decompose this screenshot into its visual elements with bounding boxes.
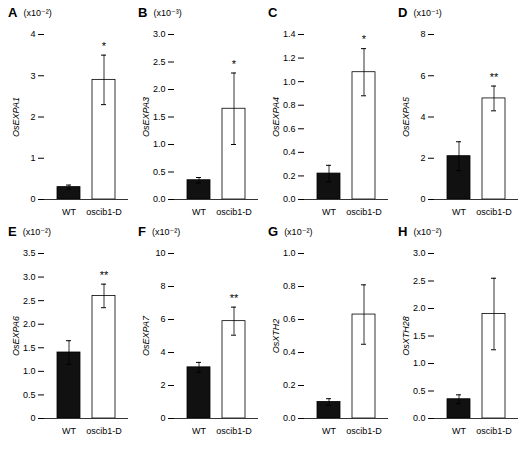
svg-text:2.0: 2.0 bbox=[153, 84, 166, 94]
html-text:G (x10⁻²): G (x10⁻²) bbox=[268, 224, 313, 239]
svg-text:WT: WT bbox=[322, 426, 336, 436]
html-text:A (x10⁻²): A (x10⁻²) bbox=[8, 5, 52, 20]
svg-text:2.5: 2.5 bbox=[153, 57, 166, 67]
svg-text:0.2: 0.2 bbox=[283, 380, 296, 390]
svg-text:WT: WT bbox=[192, 426, 206, 436]
svg-text:0.4: 0.4 bbox=[283, 147, 296, 157]
svg-text:0.0: 0.0 bbox=[413, 413, 426, 423]
html-text:(x10⁻²): (x10⁻²) bbox=[152, 227, 181, 237]
svg-text:0: 0 bbox=[30, 413, 35, 423]
svg-text:1.0: 1.0 bbox=[413, 358, 426, 368]
html-text:E (x10⁻²): E (x10⁻²) bbox=[8, 224, 51, 239]
svg-text:WT: WT bbox=[62, 207, 76, 217]
svg-text:1.2: 1.2 bbox=[283, 53, 296, 63]
svg-text:oscib1-D: oscib1-D bbox=[216, 426, 252, 436]
svg-text:1.5: 1.5 bbox=[153, 112, 166, 122]
svg-text:1.0: 1.0 bbox=[153, 139, 166, 149]
svg-text:oscib1-D: oscib1-D bbox=[86, 426, 122, 436]
svg-text:4: 4 bbox=[30, 29, 35, 39]
svg-text:**: ** bbox=[490, 71, 499, 83]
svg-text:OsXTH28: OsXTH28 bbox=[401, 316, 411, 356]
svg-text:8: 8 bbox=[160, 281, 165, 291]
svg-text:0.2: 0.2 bbox=[283, 171, 296, 181]
svg-text:oscib1-D: oscib1-D bbox=[346, 207, 382, 217]
svg-text:0.0: 0.0 bbox=[153, 194, 166, 204]
svg-text:2: 2 bbox=[420, 153, 425, 163]
html-text:B (x10⁻³): B (x10⁻³) bbox=[138, 5, 182, 20]
svg-text:OsEXPA5: OsEXPA5 bbox=[401, 96, 411, 137]
svg-text:1.0: 1.0 bbox=[283, 77, 296, 87]
svg-text:WT: WT bbox=[452, 426, 466, 436]
svg-text:*: * bbox=[102, 40, 107, 52]
svg-text:2: 2 bbox=[160, 380, 165, 390]
svg-text:0.8: 0.8 bbox=[283, 100, 296, 110]
svg-text:8: 8 bbox=[420, 29, 425, 39]
svg-text:2.5: 2.5 bbox=[23, 296, 36, 306]
svg-text:**: ** bbox=[230, 292, 239, 304]
svg-text:0.0: 0.0 bbox=[283, 413, 296, 423]
svg-text:*: * bbox=[232, 58, 237, 70]
svg-text:1: 1 bbox=[30, 153, 35, 163]
svg-text:0: 0 bbox=[160, 413, 165, 423]
svg-text:oscib1-D: oscib1-D bbox=[86, 207, 122, 217]
svg-text:2.0: 2.0 bbox=[413, 303, 426, 313]
svg-text:3: 3 bbox=[30, 71, 35, 81]
svg-text:OsEXPA3: OsEXPA3 bbox=[141, 97, 151, 137]
svg-text:OsEXPA4: OsEXPA4 bbox=[271, 97, 281, 137]
svg-text:0.5: 0.5 bbox=[153, 167, 166, 177]
svg-text:3.0: 3.0 bbox=[153, 29, 166, 39]
svg-text:OsXTH2: OsXTH2 bbox=[271, 319, 281, 354]
svg-text:0.0: 0.0 bbox=[283, 194, 296, 204]
svg-text:1.0: 1.0 bbox=[23, 366, 36, 376]
svg-text:oscib1-D: oscib1-D bbox=[476, 426, 512, 436]
svg-text:WT: WT bbox=[322, 207, 336, 217]
svg-text:WT: WT bbox=[192, 207, 206, 217]
svg-text:2.0: 2.0 bbox=[23, 319, 36, 329]
svg-text:3.0: 3.0 bbox=[23, 272, 36, 282]
svg-text:1.5: 1.5 bbox=[23, 343, 36, 353]
svg-text:1.4: 1.4 bbox=[283, 29, 296, 39]
svg-text:oscib1-D: oscib1-D bbox=[346, 426, 382, 436]
svg-text:OsEXPA1: OsEXPA1 bbox=[11, 97, 21, 137]
svg-text:0.5: 0.5 bbox=[23, 390, 36, 400]
svg-text:3.0: 3.0 bbox=[413, 248, 426, 258]
svg-text:*: * bbox=[362, 33, 367, 45]
svg-text:1.5: 1.5 bbox=[413, 331, 426, 341]
svg-text:4: 4 bbox=[420, 112, 425, 122]
svg-text:6: 6 bbox=[160, 314, 165, 324]
svg-text:1.0: 1.0 bbox=[283, 248, 296, 258]
html-text:H (x10⁻²): H (x10⁻²) bbox=[398, 224, 442, 239]
svg-text:OsEXPA6: OsEXPA6 bbox=[11, 316, 21, 356]
svg-text:0.4: 0.4 bbox=[283, 347, 296, 357]
svg-text:0.8: 0.8 bbox=[283, 281, 296, 291]
svg-text:**: ** bbox=[100, 269, 109, 281]
svg-text:2: 2 bbox=[30, 112, 35, 122]
svg-text:2.5: 2.5 bbox=[413, 276, 426, 286]
svg-text:6: 6 bbox=[420, 71, 425, 81]
html-text:C: C bbox=[268, 5, 278, 20]
svg-text:4: 4 bbox=[160, 347, 165, 357]
html-text:D (x10⁻¹): D (x10⁻¹) bbox=[398, 5, 442, 20]
html-text:F: F bbox=[138, 224, 146, 239]
svg-text:OsEXPA7: OsEXPA7 bbox=[141, 315, 151, 356]
svg-text:0.6: 0.6 bbox=[283, 314, 296, 324]
svg-text:0.5: 0.5 bbox=[413, 386, 426, 396]
svg-text:WT: WT bbox=[62, 426, 76, 436]
svg-text:10: 10 bbox=[155, 248, 165, 258]
svg-text:WT: WT bbox=[452, 207, 466, 217]
svg-text:0.6: 0.6 bbox=[283, 124, 296, 134]
svg-text:oscib1-D: oscib1-D bbox=[216, 207, 252, 217]
svg-text:oscib1-D: oscib1-D bbox=[476, 207, 512, 217]
svg-text:0: 0 bbox=[30, 194, 35, 204]
svg-text:0: 0 bbox=[420, 194, 425, 204]
svg-text:3.5: 3.5 bbox=[23, 248, 36, 258]
